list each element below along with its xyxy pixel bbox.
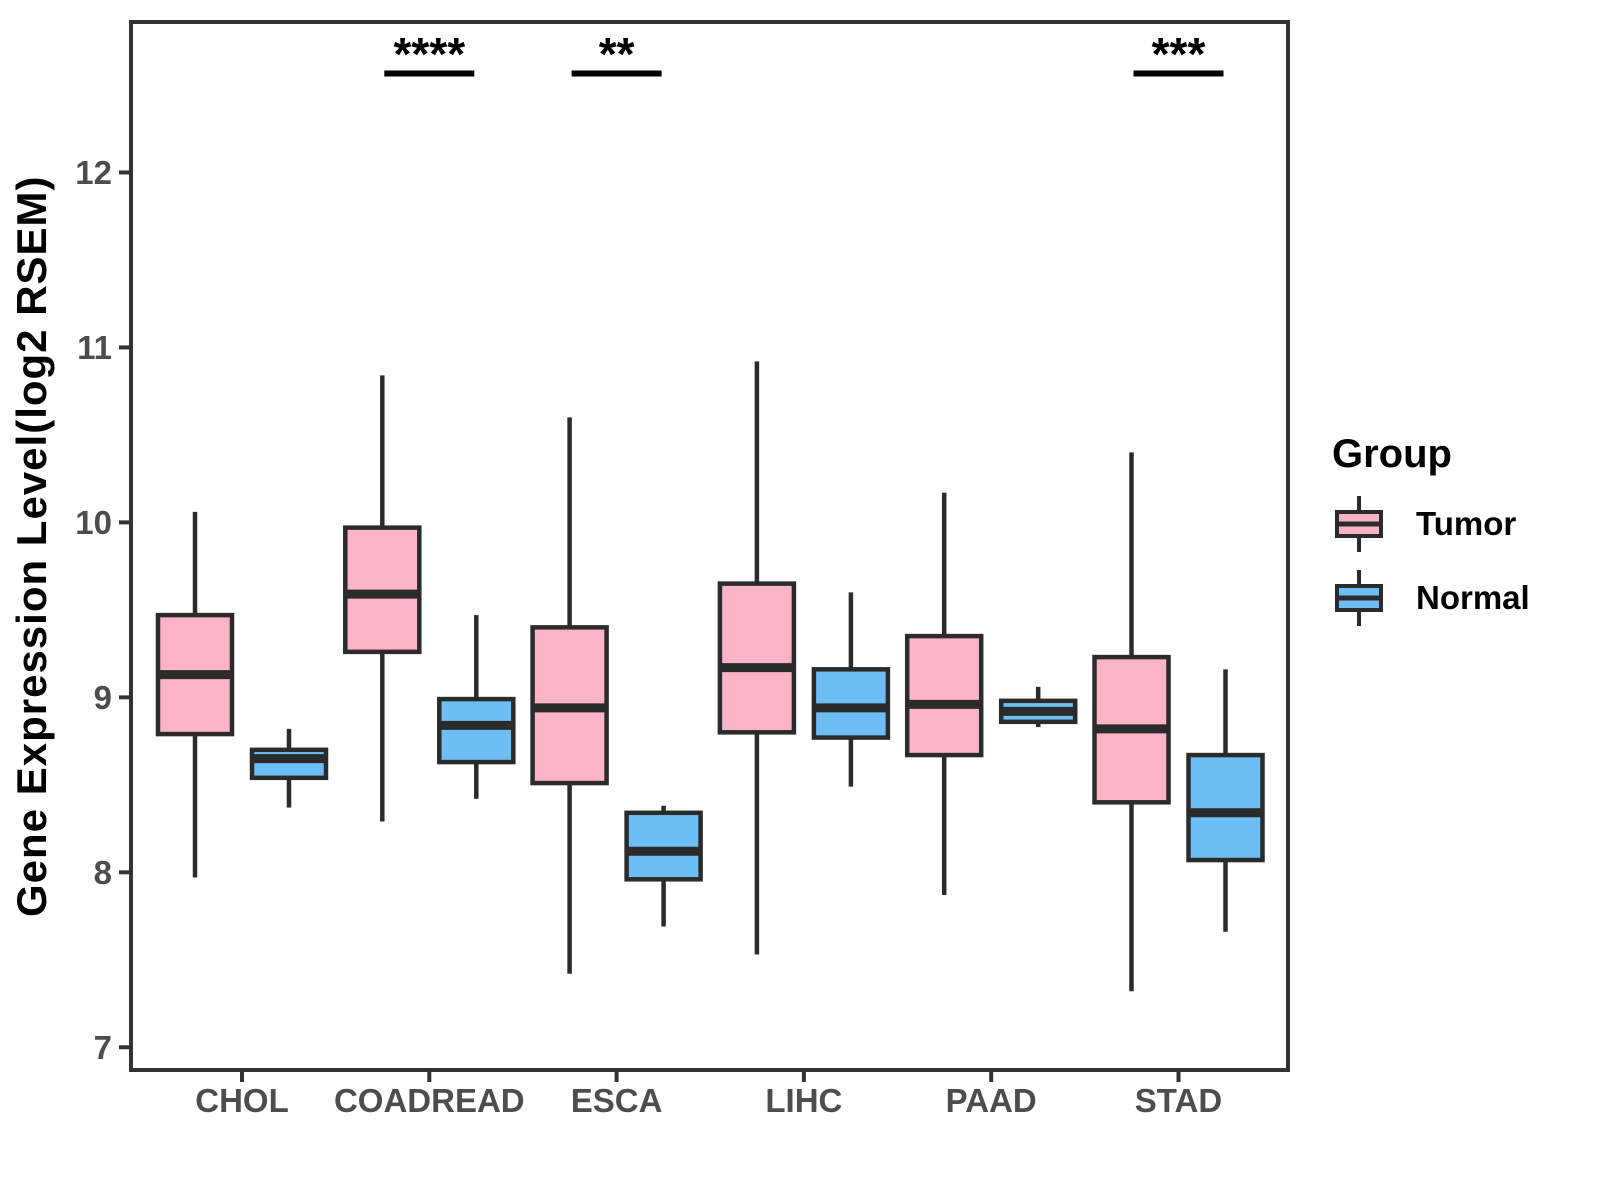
y-tick-label: 9 [94, 679, 112, 716]
y-tick-label: 7 [94, 1029, 112, 1066]
x-axis-label-esca: ESCA [571, 1082, 663, 1119]
legend-title: Group [1332, 432, 1452, 476]
iqr-box [904, 633, 984, 758]
boxplot-paad-tumor [904, 492, 984, 896]
x-axis-label-coadread: COADREAD [334, 1082, 525, 1119]
boxplot-lihc-tumor [717, 361, 797, 955]
x-axis-label-chol: CHOL [195, 1082, 289, 1119]
y-tick-label: 11 [77, 329, 112, 366]
iqr-box [624, 810, 703, 882]
legend-key-tumor-boxplot-icon [1335, 496, 1383, 552]
y-axis-title: Gene Expression Level(log2 RSEM) [8, 175, 55, 917]
significance-stars: *** [1152, 28, 1206, 80]
significance-stars: ** [599, 28, 635, 80]
legend-item-tumor: Tumor [1330, 493, 1590, 555]
x-axis-label-stad: STAD [1135, 1082, 1222, 1119]
legend: Group Tumor Normal [1330, 432, 1590, 641]
legend-label-tumor: Tumor [1416, 505, 1517, 542]
x-axis-label-paad: PAAD [946, 1082, 1037, 1119]
iqr-box [437, 696, 516, 765]
y-tick-label: 10 [75, 504, 112, 541]
boxplot-esca-tumor [530, 417, 609, 974]
boxplot-stad-tumor [1092, 452, 1171, 992]
iqr-box [1186, 752, 1265, 863]
y-tick-label: 8 [94, 854, 112, 891]
boxplot-lihc-normal [811, 592, 891, 787]
boxplot-coadread-normal [437, 615, 516, 799]
boxplot-stad-normal [1186, 669, 1265, 932]
boxplot-chol-tumor [155, 511, 235, 878]
legend-label-normal: Normal [1416, 579, 1530, 616]
boxplot-chol-normal [249, 728, 329, 808]
significance-coadread: **** [384, 28, 475, 80]
iqr-box [249, 747, 329, 781]
y-tick-label: 12 [75, 154, 112, 191]
significance-stars: **** [393, 28, 465, 80]
legend-item-normal: Normal [1330, 567, 1590, 629]
legend-key-normal-boxplot-icon [1335, 570, 1383, 626]
iqr-box [717, 581, 797, 735]
significance-stad: *** [1133, 28, 1224, 80]
boxplot-paad-normal [998, 686, 1078, 728]
boxplot-esca-normal [624, 805, 703, 927]
significance-esca: ** [571, 28, 662, 80]
boxplot-coadread-tumor [343, 375, 422, 822]
x-axis-label-lihc: LIHC [765, 1082, 842, 1119]
plot-border [129, 20, 1290, 1072]
